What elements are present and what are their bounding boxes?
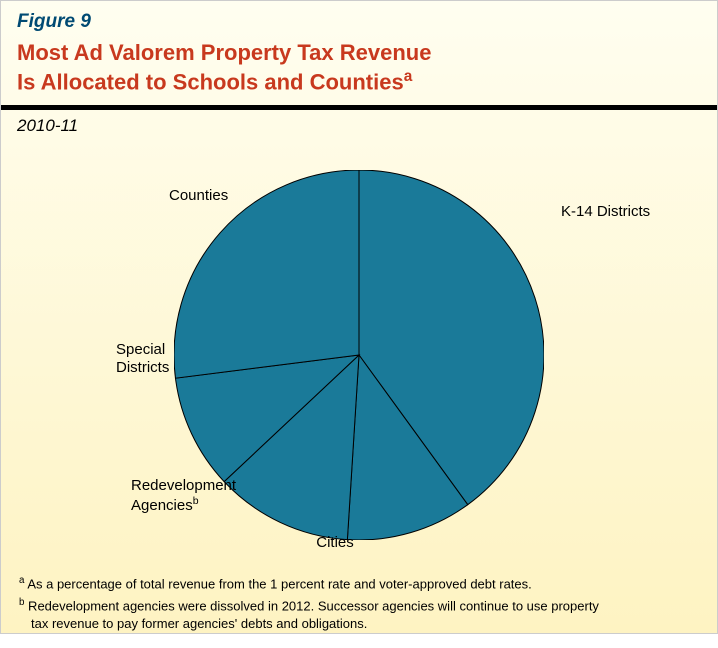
slice-label-sup: b [193,495,199,507]
slice-label: SpecialDistricts [116,341,169,377]
figure-number: Figure 9 [1,1,717,37]
slice-label: K-14 Districts [561,203,650,221]
subtitle-year: 2010-11 [1,110,717,140]
slice-label: Cities [316,534,354,552]
title-superscript: a [404,68,413,85]
figure-container: Figure 9 Most Ad Valorem Property Tax Re… [0,0,718,634]
slice-label: RedevelopmentAgenciesb [131,477,236,515]
footnote-b-text2: tax revenue to pay former agencies' debt… [19,615,699,633]
chart-area: K-14 Districts Cities RedevelopmentAgencie… [1,140,717,570]
footnote-b: b Redevelopment agencies were dissolved … [19,596,699,632]
slice-label: Counties [169,187,228,205]
footnote-a-text: As a percentage of total revenue from th… [24,577,531,592]
footnote-b-text1: Redevelopment agencies were dissolved in… [24,599,599,614]
figure-title: Most Ad Valorem Property Tax Revenue Is … [1,37,717,105]
footnote-a: a As a percentage of total revenue from … [19,574,699,593]
title-line2: Is Allocated to Schools and Counties [17,69,404,94]
title-line1: Most Ad Valorem Property Tax Revenue [17,40,431,65]
footnotes: a As a percentage of total revenue from … [1,570,717,647]
